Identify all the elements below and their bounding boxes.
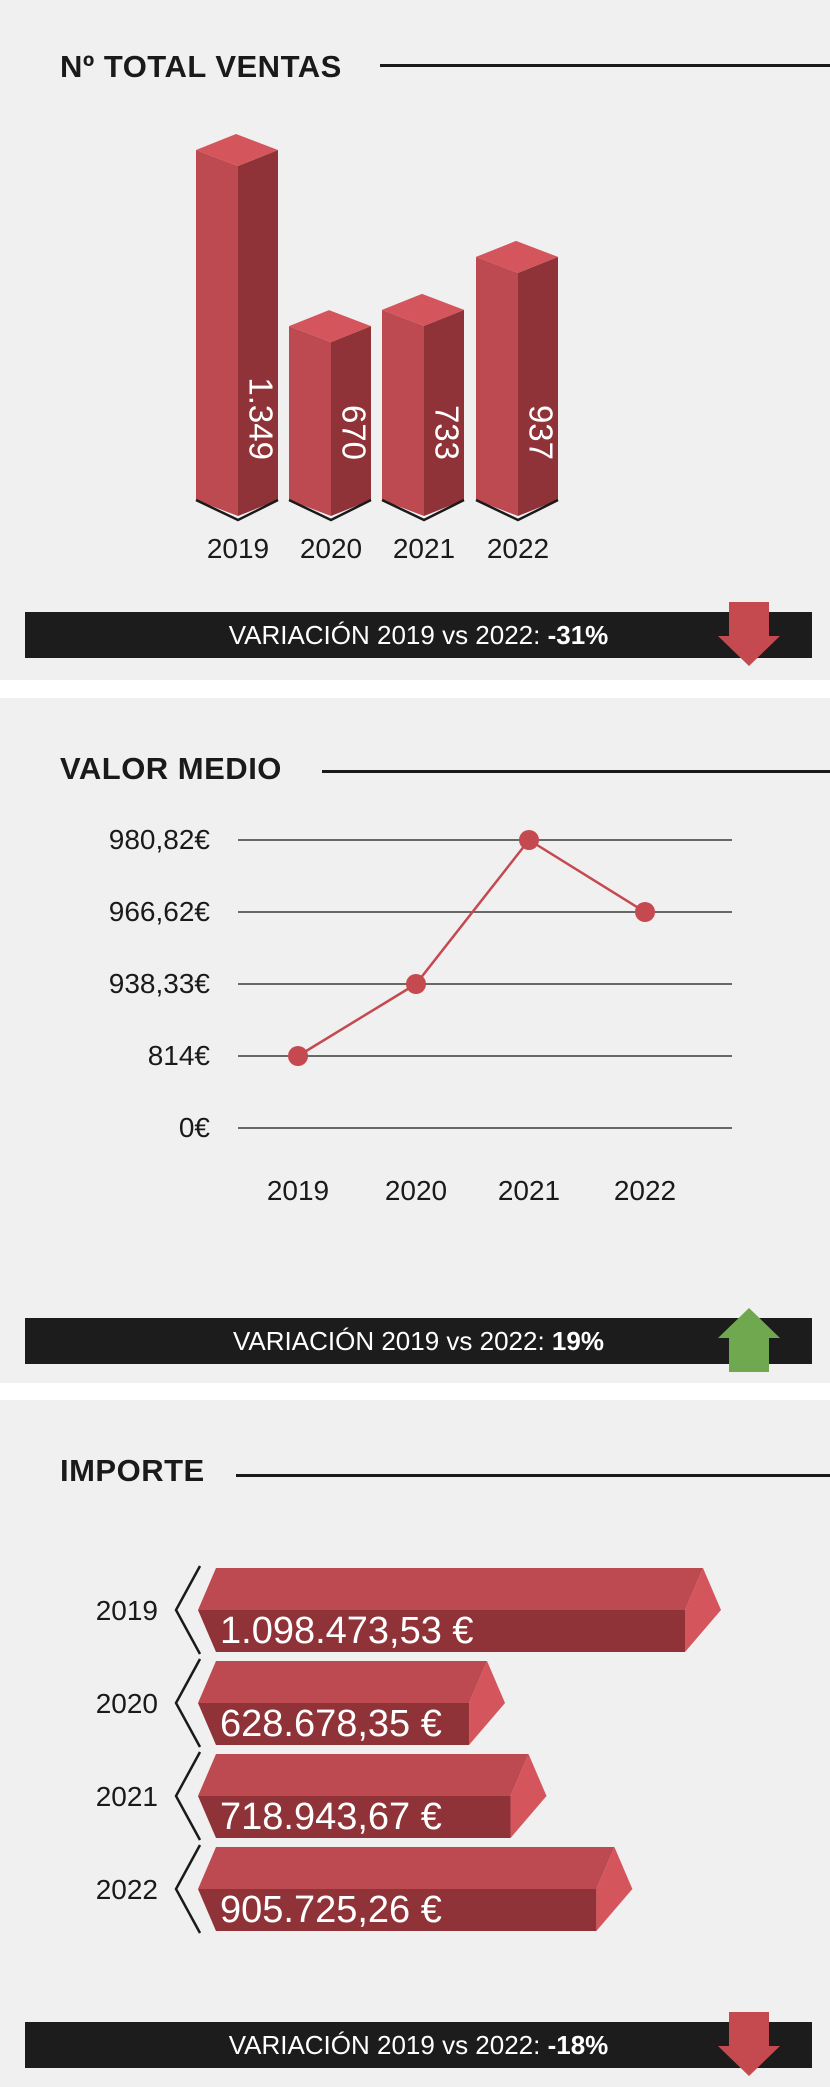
x-tick-label: 2021 (498, 1175, 560, 1206)
bar-value-label: 1.349 (242, 377, 279, 460)
hbar-chevron (174, 1658, 202, 1748)
valor-variation-label: VARIACIÓN 2019 vs 2022: (233, 1326, 545, 1356)
y-tick-label: 980,82€ (109, 828, 211, 855)
hbar-2022: 905.725,26 € 2022 (96, 1844, 633, 1934)
y-tick-label: 814€ (148, 1040, 211, 1071)
hbar-front-face (198, 1889, 597, 1931)
bar-value-label: 670 (335, 405, 372, 460)
bar-top-face (289, 310, 371, 343)
x-tick-label: 2019 (207, 533, 269, 564)
hbar-front-face (198, 1703, 470, 1745)
y-tick-label: 0€ (179, 1112, 211, 1143)
bar-value-label: 733 (428, 405, 465, 460)
x-tick-label: 2022 (614, 1175, 676, 1206)
point-2021 (519, 830, 539, 850)
hbar-end-face (510, 1754, 547, 1838)
hbar-end-face (596, 1847, 633, 1931)
valor-variation-value: 19% (551, 1326, 604, 1356)
bar-base-chevron (288, 498, 372, 522)
hbar-chevron (174, 1565, 202, 1655)
y-tick-label: 966,62€ (109, 896, 211, 927)
y-tick-label: 2020 (96, 1688, 158, 1719)
bar-value-label: 937 (522, 405, 559, 460)
valor-line-chart: 980,82€ 966,62€ 938,33€ 814€ 0€ 2019 2020 2021 2… (109, 828, 732, 1206)
hbar-value-label: 1.098.473,53 € (220, 1610, 474, 1652)
valor-variation-bar: VARIACIÓN 2019 vs 2022: 19% (25, 1318, 812, 1364)
bar-base-chevron (475, 498, 559, 522)
hbar-2021: 718.943,67 € 2021 (96, 1751, 547, 1841)
bar-base-chevron (381, 498, 465, 522)
bar-base-chevron (195, 498, 279, 522)
x-tick-label: 2019 (267, 1175, 329, 1206)
hbar-top-face (198, 1568, 703, 1610)
arrow-up-icon (718, 1308, 780, 1372)
bar-top-face (476, 240, 558, 273)
y-tick-label: 2019 (96, 1595, 158, 1626)
importe-variation-label: VARIACIÓN 2019 vs 2022: (228, 2030, 541, 2060)
hbar-value-label: 905.725,26 € (220, 1889, 442, 1931)
y-tick-label: 2021 (96, 1781, 158, 1812)
x-tick-label: 2022 (487, 533, 549, 564)
bar-front-face (476, 256, 518, 516)
bar-side-face (331, 326, 371, 516)
hbar-end-face (469, 1661, 506, 1745)
hbar-front-face (198, 1610, 685, 1652)
ventas-variation-text: VARIACIÓN 2019 vs 2022: -31% (25, 612, 812, 658)
importe-variation-value: -18% (547, 2030, 609, 2060)
hbar-end-face (685, 1568, 721, 1652)
importe-title-rule (236, 1474, 830, 1477)
importe-variation-text: VARIACIÓN 2019 vs 2022: -18% (25, 2022, 812, 2068)
hbar-2019: 1.098.473,53 € 2019 (96, 1565, 721, 1655)
importe-panel: IMPORTE 1.098.473,53 € 2019 628.678,35 € 20… (0, 1400, 830, 2087)
ventas-variation-value: -31% (547, 620, 609, 650)
bar-top-face (382, 293, 464, 326)
bar-2020: 670 2020 (288, 310, 372, 564)
bar-side-face (518, 256, 558, 516)
bar-side-face (424, 309, 464, 516)
hbar-2020: 628.678,35 € 2020 (96, 1658, 506, 1748)
ventas-title-rule (380, 64, 830, 67)
ventas-panel: Nº TOTAL VENTAS 1.349 2019 670 2020 733 2021 9… (0, 0, 830, 680)
bar-2021: 733 2021 (381, 293, 465, 564)
x-tick-label: 2020 (300, 533, 362, 564)
valor-variation-text: VARIACIÓN 2019 vs 2022: 19% (25, 1318, 812, 1364)
x-tick-label: 2021 (393, 533, 455, 564)
hbar-front-face (198, 1796, 511, 1838)
ventas-bar-chart: 1.349 2019 670 2020 733 2021 937 2022 (195, 134, 559, 564)
hbar-chevron (174, 1844, 202, 1934)
bar-front-face (196, 150, 238, 516)
valor-title-rule (322, 770, 830, 773)
hbar-value-label: 628.678,35 € (220, 1703, 442, 1745)
y-tick-label: 2022 (96, 1874, 158, 1905)
point-2020 (406, 974, 426, 994)
arrow-down-icon (718, 602, 780, 666)
hbar-chevron (174, 1751, 202, 1841)
bar-front-face (289, 326, 331, 516)
point-2019 (288, 1046, 308, 1066)
point-2022 (635, 902, 655, 922)
ventas-variation-bar: VARIACIÓN 2019 vs 2022: -31% (25, 612, 812, 658)
ventas-title: Nº TOTAL VENTAS (60, 49, 342, 84)
hbar-value-label: 718.943,67 € (220, 1796, 442, 1838)
y-tick-label: 938,33€ (109, 968, 211, 999)
ventas-variation-label: VARIACIÓN 2019 vs 2022: (228, 620, 541, 650)
hbar-top-face (198, 1847, 615, 1889)
bar-front-face (382, 309, 424, 516)
bar-2019: 1.349 2019 (195, 134, 279, 564)
hbar-top-face (198, 1754, 529, 1796)
series-line (297, 838, 646, 1058)
arrow-down-icon (718, 2012, 780, 2076)
bar-side-face (238, 150, 278, 516)
bar-2022: 937 2022 (475, 240, 559, 564)
hbar-top-face (198, 1661, 488, 1703)
valor-title: VALOR MEDIO (60, 751, 282, 786)
importe-hbar-chart: 1.098.473,53 € 2019 628.678,35 € 2020 718.94… (96, 1565, 721, 1934)
bar-top-face (196, 134, 278, 166)
importe-variation-bar: VARIACIÓN 2019 vs 2022: -18% (25, 2022, 812, 2068)
x-tick-label: 2020 (385, 1175, 447, 1206)
importe-title: IMPORTE (60, 1453, 205, 1488)
valor-panel: VALOR MEDIO 980,82€ 966,62€ 938,33€ 814€ 0€ 2… (0, 698, 830, 1383)
